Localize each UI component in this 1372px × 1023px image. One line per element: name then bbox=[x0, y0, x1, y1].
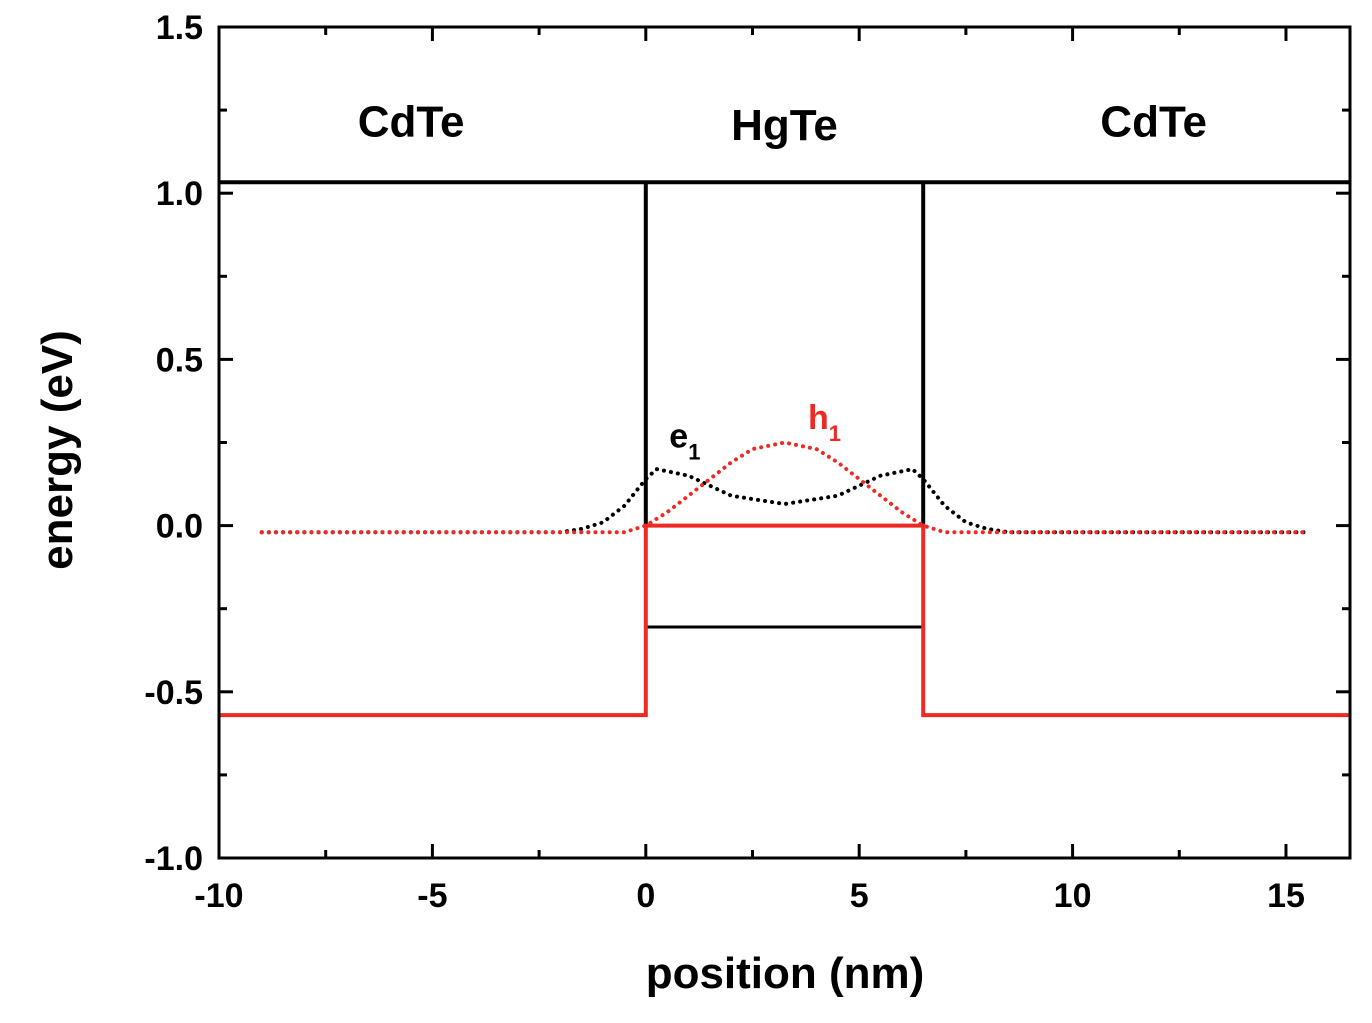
x-tick-label: -5 bbox=[417, 877, 447, 915]
series-label-h1: h1 bbox=[808, 399, 841, 446]
y-tick-label: -1.0 bbox=[144, 840, 203, 878]
y-axis-label: energy (eV) bbox=[33, 330, 82, 570]
series-label-subscript: 1 bbox=[829, 421, 841, 446]
series-conduction-band bbox=[219, 180, 1350, 526]
series-valence-band bbox=[219, 523, 1350, 718]
region-label-cdte: CdTe bbox=[1100, 98, 1207, 147]
region-label-cdte: CdTe bbox=[358, 98, 465, 147]
x-tick-label: 15 bbox=[1267, 877, 1305, 915]
y-tick-label: -0.5 bbox=[144, 674, 203, 712]
x-axis-label: position (nm) bbox=[646, 949, 925, 998]
series-h1 bbox=[259, 440, 1310, 535]
x-tick-label: 0 bbox=[636, 877, 655, 915]
series-label-e1: e1 bbox=[669, 417, 700, 464]
y-tick-label: 1.5 bbox=[156, 9, 203, 47]
x-tick-label: 5 bbox=[850, 877, 869, 915]
y-tick-label: 0.0 bbox=[156, 508, 203, 546]
series-label-subscript: 1 bbox=[688, 439, 700, 464]
y-tick-label: 1.0 bbox=[156, 175, 203, 213]
series-e1 bbox=[259, 466, 1310, 535]
region-label-hgte: HgTe bbox=[731, 101, 838, 150]
x-tick-label: -10 bbox=[194, 877, 243, 915]
x-tick-label: 10 bbox=[1054, 877, 1092, 915]
y-tick-label: 0.5 bbox=[156, 341, 203, 379]
plot-frame bbox=[217, 25, 1352, 860]
